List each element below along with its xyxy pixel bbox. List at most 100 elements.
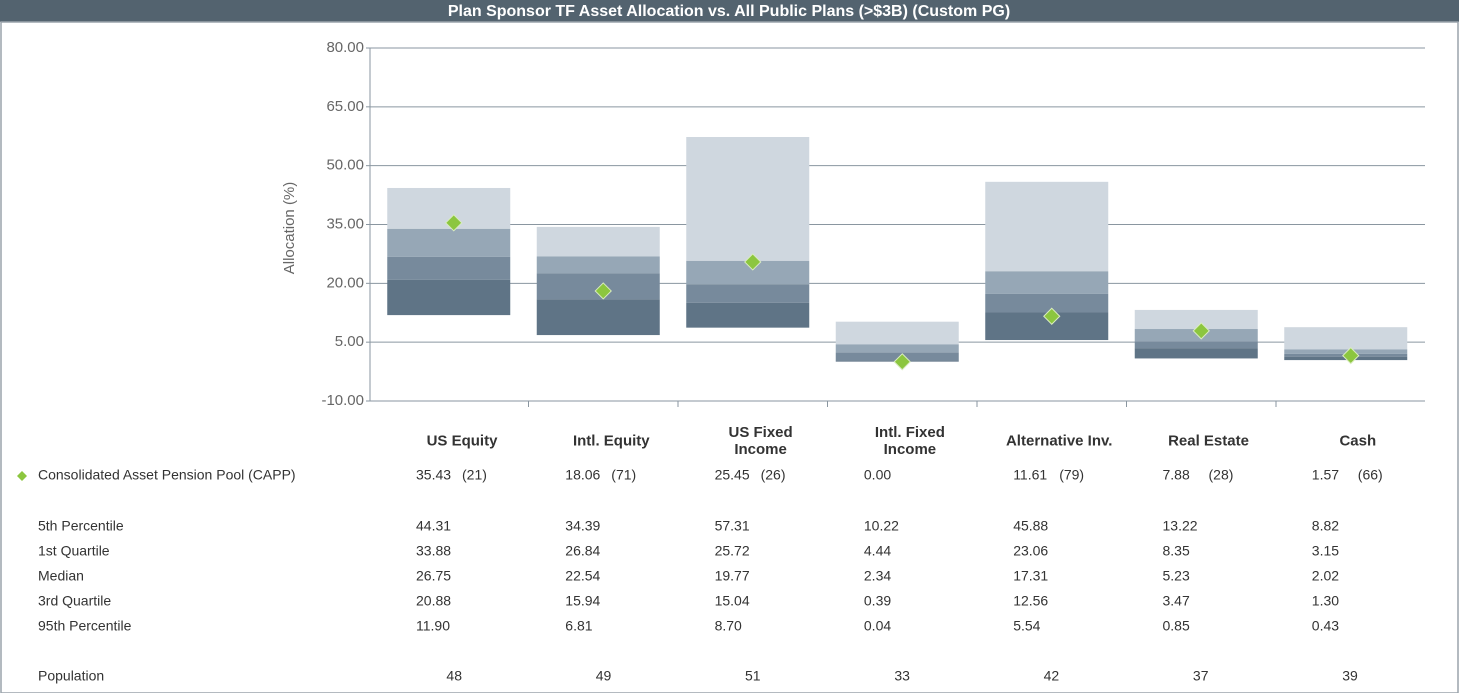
plan-value: 18.06 bbox=[565, 467, 600, 483]
plan-value: 7.88 bbox=[1163, 467, 1190, 483]
table-value: 5.23 bbox=[1163, 568, 1190, 584]
table-value: 3.15 bbox=[1312, 543, 1339, 559]
y-tick-label: 35.00 bbox=[326, 215, 364, 232]
plan-value: 0.00 bbox=[864, 467, 891, 483]
percentile-band bbox=[985, 181, 1109, 272]
table-value: 0.04 bbox=[864, 618, 891, 634]
table-value: 33.88 bbox=[416, 543, 451, 559]
table-value: 0.85 bbox=[1163, 618, 1190, 634]
row-label: Consolidated Asset Pension Pool (CAPP) bbox=[38, 467, 296, 483]
table-value: 15.04 bbox=[715, 593, 750, 609]
table-value: 22.54 bbox=[565, 568, 600, 584]
plan-value: 25.45 bbox=[715, 467, 750, 483]
category-label: Real Estate bbox=[1168, 432, 1249, 450]
y-axis-label: Allocation (%) bbox=[281, 182, 298, 275]
table-value: 3.47 bbox=[1163, 593, 1190, 609]
table-value: 15.94 bbox=[565, 593, 600, 609]
percentile-band bbox=[1284, 327, 1408, 350]
category-label: Intl. Fixed Income bbox=[874, 424, 945, 458]
percentile-band bbox=[387, 228, 511, 257]
percentile-band bbox=[686, 284, 810, 303]
plan-value: 35.43 bbox=[416, 467, 451, 483]
table-value: 10.22 bbox=[864, 518, 899, 534]
category-label: US Fixed Income bbox=[728, 424, 793, 458]
table-value: 19.77 bbox=[715, 568, 750, 584]
population-value: 37 bbox=[1193, 668, 1209, 684]
population-value: 49 bbox=[596, 668, 612, 684]
y-tick-label: 50.00 bbox=[326, 157, 364, 174]
plan-rank: (21) bbox=[462, 467, 487, 483]
y-tick-label: 65.00 bbox=[326, 98, 364, 115]
category-label: Alternative Inv. bbox=[1005, 432, 1113, 450]
row-label: 95th Percentile bbox=[38, 618, 132, 634]
table-value: 5.54 bbox=[1013, 618, 1040, 634]
plan-value: 1.57 bbox=[1312, 467, 1339, 483]
plan-rank: (28) bbox=[1209, 467, 1234, 483]
table-value: 20.88 bbox=[416, 593, 451, 609]
population-value: 39 bbox=[1342, 668, 1358, 684]
table-value: 17.31 bbox=[1013, 568, 1048, 584]
y-tick-label: 5.00 bbox=[335, 333, 364, 350]
plan-rank: (66) bbox=[1358, 467, 1383, 483]
percentile-band bbox=[835, 344, 959, 353]
y-tick-label: 80.00 bbox=[326, 39, 364, 56]
y-tick-label: 20.00 bbox=[326, 274, 364, 291]
plan-marker bbox=[1342, 346, 1360, 365]
table-value: 1.30 bbox=[1312, 593, 1339, 609]
table-value: 4.44 bbox=[864, 543, 891, 559]
percentile-band bbox=[985, 271, 1109, 294]
percentile-band bbox=[686, 302, 810, 328]
plan-marker bbox=[744, 253, 762, 271]
plan-marker bbox=[1192, 322, 1210, 340]
table-value: 26.75 bbox=[416, 568, 451, 584]
percentile-band bbox=[536, 226, 660, 257]
percentile-band bbox=[686, 260, 810, 285]
population-value: 51 bbox=[745, 668, 761, 684]
percentile-band bbox=[1284, 349, 1408, 354]
table-value: 2.34 bbox=[864, 568, 891, 584]
population-value: 33 bbox=[894, 668, 910, 684]
table-value: 12.56 bbox=[1013, 593, 1048, 609]
percentile-band bbox=[1134, 309, 1258, 330]
table-value: 2.02 bbox=[1312, 568, 1339, 584]
row-label: 1st Quartile bbox=[38, 543, 110, 559]
plan-value: 11.61 bbox=[1013, 467, 1047, 483]
plan-marker bbox=[445, 214, 463, 232]
percentile-band bbox=[1134, 348, 1258, 359]
table-value: 0.39 bbox=[864, 593, 891, 609]
chart-title: Plan Sponsor TF Asset Allocation vs. All… bbox=[448, 3, 1010, 20]
plan-rank: (26) bbox=[761, 467, 786, 483]
plan-marker bbox=[1043, 307, 1061, 325]
row-label: 5th Percentile bbox=[38, 518, 124, 534]
row-label: 3rd Quartile bbox=[38, 593, 111, 609]
percentile-band bbox=[536, 273, 660, 300]
table-value: 8.82 bbox=[1312, 518, 1339, 534]
table-value: 34.39 bbox=[565, 518, 600, 534]
table-value: 13.22 bbox=[1163, 518, 1198, 534]
percentile-band bbox=[536, 256, 660, 274]
table-value: 0.43 bbox=[1312, 618, 1339, 634]
table-value: 8.70 bbox=[715, 618, 742, 634]
plan-marker bbox=[594, 282, 612, 300]
table-value: 6.81 bbox=[565, 618, 592, 634]
percentile-band bbox=[835, 321, 959, 345]
percentile-band bbox=[387, 279, 511, 316]
table-value: 45.88 bbox=[1013, 518, 1048, 534]
plan-rank: (79) bbox=[1059, 467, 1084, 483]
percentile-band bbox=[536, 299, 660, 336]
category-label: Intl. Equity bbox=[572, 432, 650, 450]
percentile-band bbox=[686, 136, 810, 261]
population-value: 48 bbox=[446, 668, 462, 684]
percentile-band bbox=[387, 256, 511, 280]
plan-marker bbox=[893, 353, 911, 371]
table-value: 25.72 bbox=[715, 543, 750, 559]
table-value: 44.31 bbox=[416, 518, 451, 534]
row-label: Population bbox=[38, 668, 104, 684]
percentile-band bbox=[985, 293, 1109, 313]
category-label: US Equity bbox=[426, 432, 498, 450]
plan-rank: (71) bbox=[611, 467, 636, 483]
population-value: 42 bbox=[1044, 668, 1060, 684]
table-value: 57.31 bbox=[715, 518, 750, 534]
